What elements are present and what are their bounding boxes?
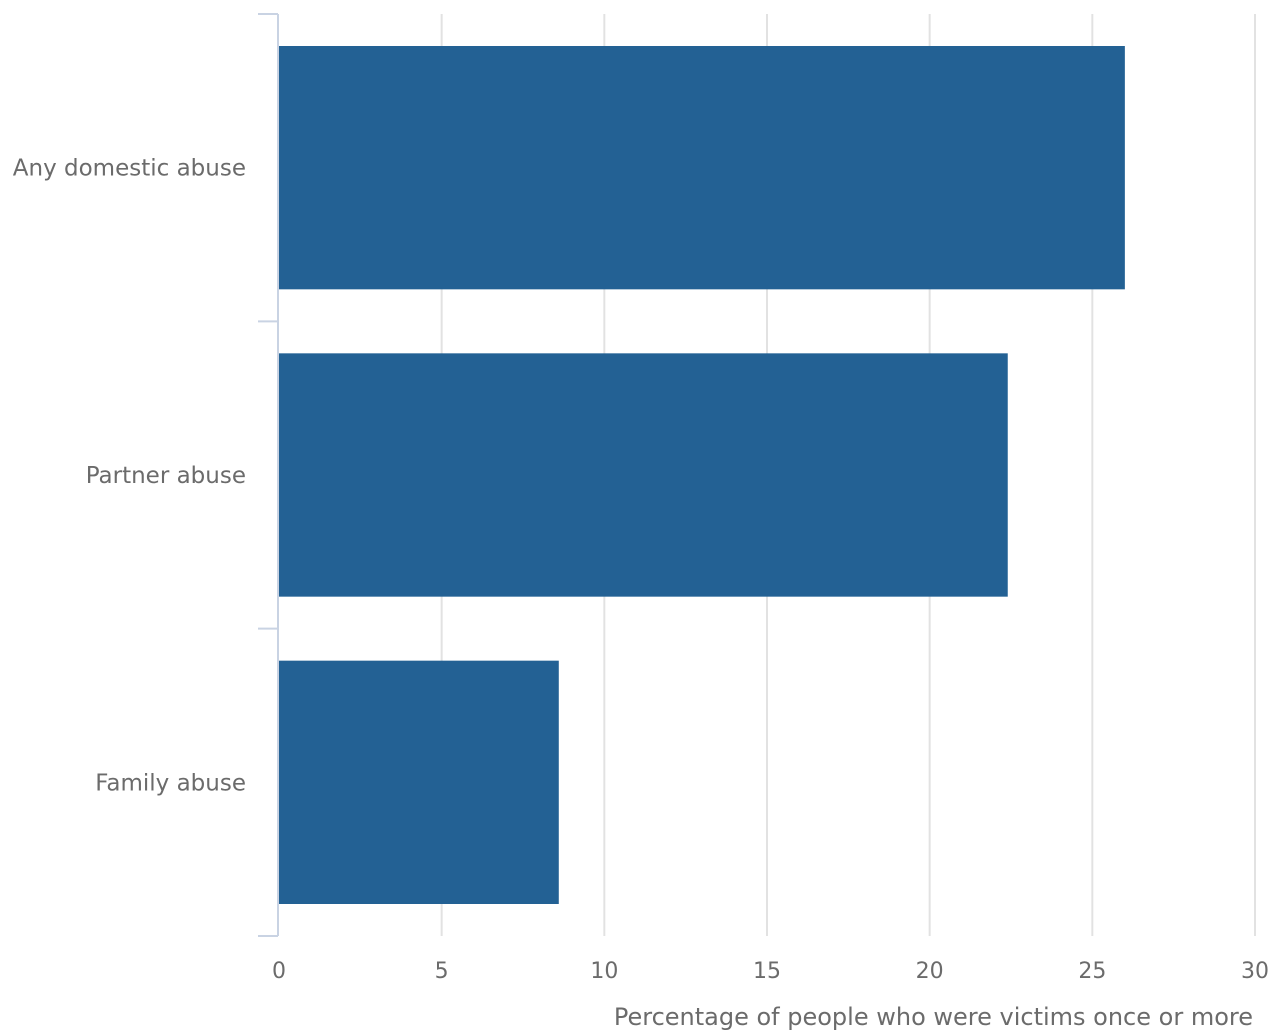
x-tick-label: 0	[272, 959, 286, 984]
category-label: Partner abuse	[86, 463, 246, 489]
bar-any-domestic-abuse	[279, 46, 1125, 290]
x-axis-title: Percentage of people who were victims on…	[614, 1003, 1253, 1031]
x-tick-label: 30	[1241, 959, 1269, 984]
y-axis	[258, 13, 279, 937]
category-label: Any domestic abuse	[13, 156, 246, 182]
bar-partner-abuse	[279, 353, 1008, 597]
bars	[279, 46, 1125, 904]
bar-family-abuse	[279, 660, 559, 904]
x-tick-labels: 0 5 10 15 20 25 30	[272, 959, 1269, 984]
x-tick-label: 5	[435, 959, 449, 984]
category-labels: Any domestic abuse Partner abuse Family ab…	[13, 156, 246, 797]
x-tick-label: 15	[753, 959, 781, 984]
category-label: Family abuse	[95, 770, 246, 796]
x-tick-label: 10	[590, 959, 618, 984]
x-tick-label: 25	[1078, 959, 1106, 984]
x-tick-label: 20	[916, 959, 944, 984]
